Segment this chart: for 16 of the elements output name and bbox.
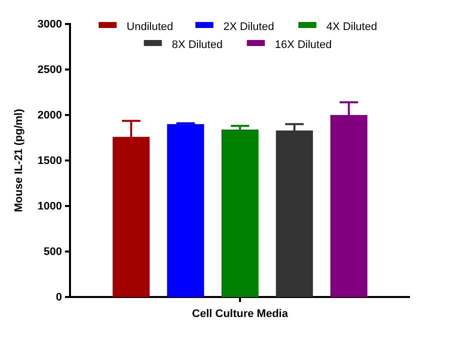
legend-label: 8X Diluted — [172, 39, 223, 51]
legend-label: 16X Diluted — [274, 39, 332, 51]
bar — [167, 124, 204, 297]
y-tick-label: 0 — [56, 292, 62, 304]
bar — [221, 130, 259, 297]
y-tick-label: 500 — [44, 246, 62, 258]
legend-label: Undiluted — [126, 21, 174, 33]
y-tick-label: 2000 — [38, 110, 62, 122]
y-tick-label: 2500 — [38, 64, 62, 76]
legend-label: 2X Diluted — [223, 21, 274, 33]
y-tick-label: 3000 — [38, 18, 62, 31]
y-tick-label: 1000 — [38, 200, 62, 213]
y-tick-label: 1500 — [38, 155, 62, 168]
x-axis-title: Cell Culture Media — [192, 308, 289, 320]
legend-label: 4X Diluted — [326, 21, 378, 33]
y-axis-title: Mouse IL-21 (pg/ml) — [13, 108, 25, 212]
